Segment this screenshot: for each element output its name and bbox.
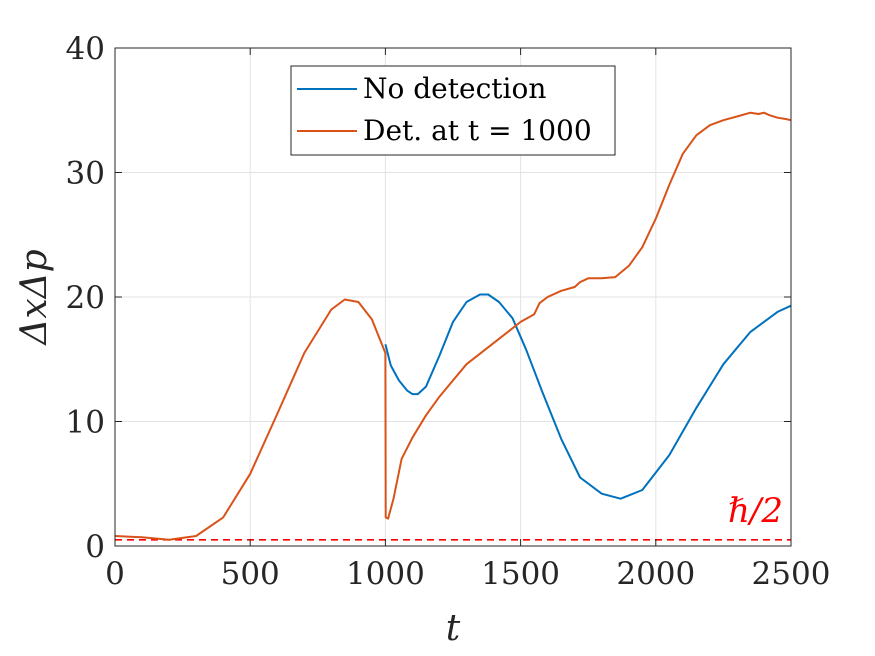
x-tick-label: 0 [105, 556, 125, 592]
legend-box [290, 65, 616, 156]
y-axis-label: ΔxΔp [14, 249, 55, 346]
series-line-1 [114, 111, 792, 541]
x-tick-label: 2500 [752, 556, 831, 592]
y-tick-label: 20 [66, 280, 105, 316]
hbar-over-2-label: ℏ/2 [728, 491, 783, 531]
x-tick-label: 2000 [616, 556, 695, 592]
y-tick-label: 10 [66, 405, 105, 441]
series-line-0 [384, 293, 792, 500]
x-tick-label: 1000 [346, 556, 425, 592]
x-tick-label: 500 [221, 556, 280, 592]
legend-label-detection: Det. at t = 1000 [363, 114, 592, 147]
y-tick-label: 40 [66, 31, 105, 67]
x-tick-label: 1500 [481, 556, 560, 592]
legend: No detection Det. at t = 1000 [290, 65, 616, 156]
y-tick-label: 0 [85, 529, 105, 565]
axis-ticks: 0 500 1000 1500 2000 2500 0 10 20 30 40 [66, 31, 831, 592]
series-layer [114, 111, 792, 541]
x-axis-label: t [446, 608, 461, 649]
legend-label-no-detection: No detection [363, 72, 546, 105]
y-tick-label: 30 [66, 156, 105, 192]
